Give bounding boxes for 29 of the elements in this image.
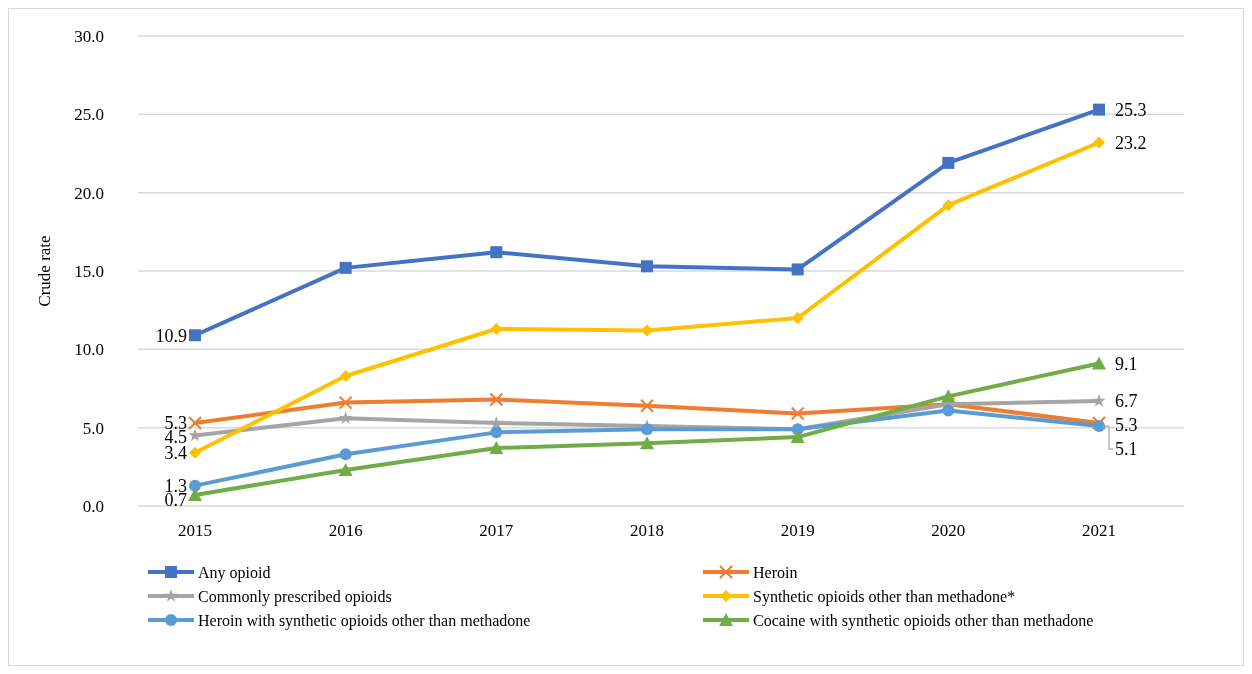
data-label: 9.1 — [1115, 353, 1138, 374]
legend-label: Commonly prescribed opioids — [198, 587, 392, 606]
data-label: 3.4 — [164, 443, 187, 464]
x-tick-label: 2015 — [178, 521, 212, 540]
x-tick-label: 2017 — [479, 521, 514, 540]
x-tick-label: 2021 — [1082, 521, 1116, 540]
x-tick-label: 2016 — [328, 521, 363, 540]
legend-label: Heroin with synthetic opioids other than methadone — [198, 611, 531, 630]
data-label: 6.7 — [1115, 391, 1138, 412]
legend-label: Cocaine with synthetic opioids other than methadone — [753, 611, 1094, 630]
y-tick-label: 25.0 — [74, 105, 104, 125]
legend-label: Synthetic opioids other than methadone* — [753, 587, 1016, 606]
y-axis-title: Crude rate — [35, 235, 54, 307]
y-tick-label: 30.0 — [74, 26, 104, 46]
x-tick-label: 2020 — [931, 521, 966, 540]
data-label: 23.2 — [1115, 132, 1147, 153]
data-label: 10.9 — [155, 325, 187, 346]
x-tick-label: 2019 — [780, 521, 815, 540]
y-tick-label: 10.0 — [74, 340, 104, 360]
y-tick-label: 15.0 — [74, 261, 104, 281]
legend-label: Heroin — [753, 563, 798, 581]
data-label: 25.3 — [1115, 99, 1147, 120]
y-tick-label: 5.0 — [82, 418, 104, 438]
y-tick-label: 0.0 — [82, 496, 104, 516]
data-label: 5.1 — [1115, 439, 1138, 460]
y-tick-label: 20.0 — [74, 183, 104, 203]
data-label: 5.3 — [1115, 415, 1138, 436]
legend-label: Any opioid — [198, 563, 271, 582]
x-tick-label: 2018 — [630, 521, 664, 540]
